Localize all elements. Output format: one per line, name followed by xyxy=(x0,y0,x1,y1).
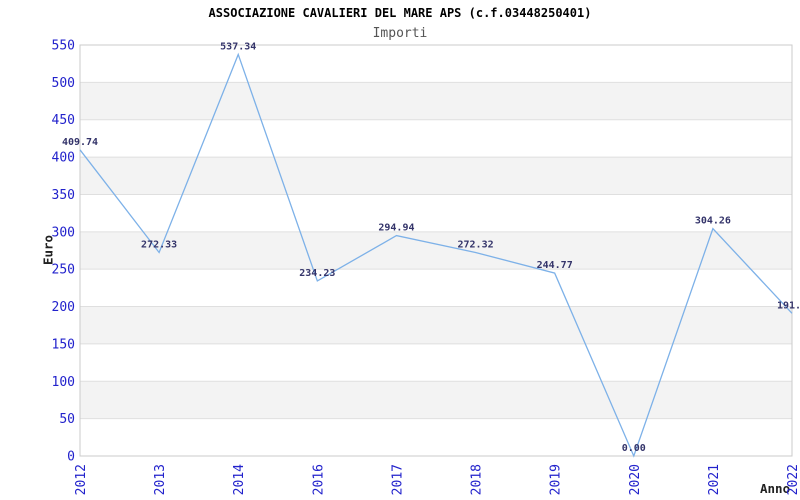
x-tick-label: 2019 xyxy=(549,464,564,495)
point-label: 272.33 xyxy=(141,239,177,250)
y-tick-label: 250 xyxy=(52,263,75,278)
y-tick-label: 500 xyxy=(52,76,75,91)
plot-band xyxy=(80,231,792,270)
y-tick-label: 350 xyxy=(52,188,75,203)
plot-band xyxy=(80,157,792,195)
point-label: 294.94 xyxy=(378,223,414,234)
y-tick-label: 100 xyxy=(52,375,75,390)
x-tick-label: 2012 xyxy=(74,464,89,495)
x-tick-label: 2014 xyxy=(232,464,247,495)
x-tick-label: 2022 xyxy=(786,464,800,495)
plot-band xyxy=(80,381,792,419)
data-line xyxy=(79,52,793,458)
point-label: 304.26 xyxy=(695,216,731,227)
chart-subtitle: Importi xyxy=(372,26,428,41)
y-tick-label: 450 xyxy=(52,113,75,128)
plot-band xyxy=(80,306,792,344)
y-tick-label: 0 xyxy=(67,450,75,465)
chart-title: ASSOCIAZIONE CAVALIERI DEL MARE APS (c.f… xyxy=(208,6,592,20)
x-axis-title: Anno xyxy=(760,481,791,496)
y-tick-label: 200 xyxy=(52,300,75,315)
y-tick-label: 150 xyxy=(52,337,75,352)
point-label: 234.23 xyxy=(299,268,335,279)
x-tick-label: 2016 xyxy=(311,464,326,495)
plot-band xyxy=(80,82,792,120)
y-tick-label: 300 xyxy=(52,225,75,240)
y-tick-label: 550 xyxy=(52,39,75,54)
x-tick-label: 2018 xyxy=(470,464,485,495)
y-tick-label: 400 xyxy=(52,151,75,166)
x-tick-label: 2020 xyxy=(628,464,643,495)
point-label: 272.32 xyxy=(457,240,493,251)
point-label: 537.34 xyxy=(220,41,256,52)
x-tick-label: 2013 xyxy=(153,464,168,495)
x-tick-label: 2021 xyxy=(707,464,722,495)
plot-border xyxy=(79,44,793,457)
point-label: 244.77 xyxy=(537,260,573,271)
point-label: 0.00 xyxy=(622,443,646,454)
point-label: 191.0 xyxy=(777,300,800,311)
point-label: 409.74 xyxy=(62,137,98,148)
y-tick-label: 50 xyxy=(59,412,75,427)
x-tick-label: 2017 xyxy=(390,464,405,495)
